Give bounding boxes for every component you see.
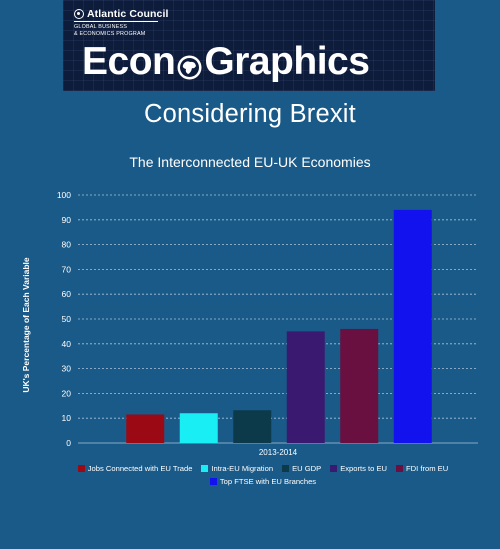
legend-swatch — [201, 465, 209, 472]
y-tick-label: 90 — [62, 215, 72, 225]
y-tick-label: 100 — [57, 190, 71, 200]
org-divider — [74, 21, 158, 22]
legend-swatch — [209, 478, 217, 485]
y-tick-label: 0 — [66, 438, 71, 448]
legend-swatch — [77, 465, 85, 472]
bar — [286, 331, 325, 443]
econographics-logo: Econ Graphics — [82, 40, 370, 83]
legend-label: Exports to EU — [340, 464, 388, 473]
legend-label: Intra-EU Migration — [211, 464, 274, 473]
bar — [340, 328, 379, 443]
legend-label: EU GDP — [292, 464, 322, 473]
program-name: GLOBAL BUSINESS & ECONOMICS PROGRAM — [74, 24, 146, 37]
page-title: Considering Brexit — [144, 100, 356, 128]
legend-row: Jobs Connected with EU Trade Intra-EU Mig… — [68, 462, 458, 475]
chart-title: The Interconnected EU-UK Economies — [129, 154, 371, 170]
y-tick-label: 50 — [62, 314, 72, 324]
y-tick-label: 80 — [62, 240, 72, 250]
bar — [393, 209, 432, 443]
legend-item: FDI from EU — [396, 462, 448, 475]
program-name-line-2: & ECONOMICS PROGRAM — [74, 30, 146, 37]
logo-text-left: Econ — [82, 40, 176, 83]
legend-label: Jobs Connected with EU Trade — [87, 464, 193, 473]
bar — [126, 414, 165, 443]
atlantic-council-mark-icon — [74, 9, 84, 19]
legend: Jobs Connected with EU Trade Intra-EU Mig… — [68, 462, 458, 488]
y-tick-label: 20 — [62, 388, 72, 398]
legend-item: Intra-EU Migration — [201, 462, 273, 475]
legend-swatch — [396, 465, 404, 472]
x-tick-label: 2013-2014 — [259, 448, 298, 457]
y-tick-label: 40 — [62, 339, 72, 349]
legend-label: Top FTSE with EU Branches — [219, 477, 317, 486]
y-tick-label: 60 — [62, 289, 72, 299]
y-tick-label: 30 — [62, 364, 72, 374]
y-tick-label: 70 — [62, 264, 72, 274]
legend-item: Jobs Connected with EU Trade — [77, 462, 193, 475]
legend-item: EU GDP — [282, 462, 321, 475]
legend-row: Top FTSE with EU Branches — [68, 475, 458, 488]
legend-swatch — [282, 465, 290, 472]
program-name-line-1: GLOBAL BUSINESS — [74, 24, 128, 30]
legend-swatch — [330, 465, 338, 472]
logo-text-right: Graphics — [204, 40, 370, 83]
legend-item: Exports to EU — [330, 462, 387, 475]
bar — [233, 410, 272, 443]
econographics-banner: Atlantic Council GLOBAL BUSINESS & ECONO… — [63, 0, 435, 91]
legend-item: Top FTSE with EU Branches — [209, 475, 317, 488]
atlantic-council-logo: Atlantic Council — [74, 8, 169, 20]
y-tick-label: 10 — [62, 413, 72, 423]
org-name: Atlantic Council — [87, 8, 169, 20]
bar — [179, 413, 218, 443]
globe-icon — [176, 49, 203, 80]
legend-label: FDI from EU — [406, 464, 449, 473]
